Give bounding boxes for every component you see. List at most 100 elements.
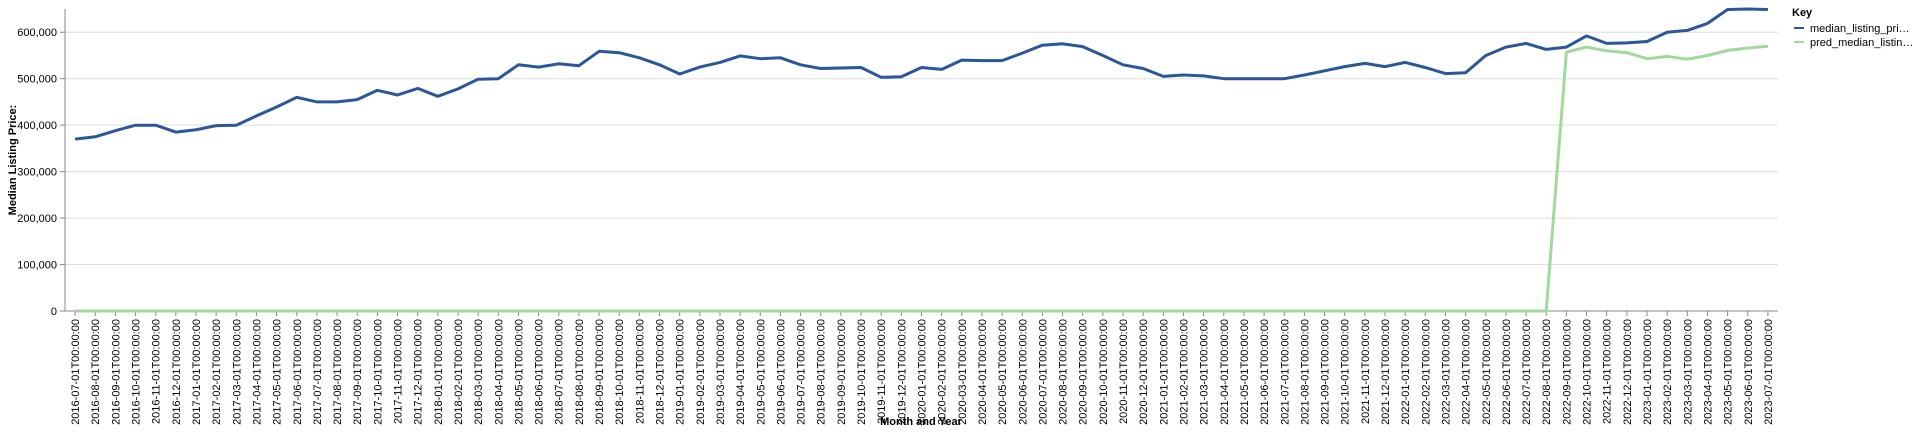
- x-tick-label: 2021-04-01T00:00:00: [1219, 319, 1231, 425]
- x-tick-label: 2019-10-01T00:00:00: [856, 319, 868, 425]
- x-tick-label: 2019-11-01T00:00:00: [876, 319, 888, 424]
- x-tick-label: 2020-07-01T00:00:00: [1037, 319, 1049, 425]
- x-tick-label: 2017-09-01T00:00:00: [352, 319, 364, 425]
- x-tick-label: 2022-06-01T00:00:00: [1501, 319, 1513, 425]
- x-tick-label: 2020-05-01T00:00:00: [997, 319, 1009, 425]
- x-tick-label: 2018-06-01T00:00:00: [534, 319, 546, 425]
- x-tick-label: 2021-12-01T00:00:00: [1380, 319, 1392, 425]
- x-tick-label: 2018-11-01T00:00:00: [634, 319, 646, 424]
- x-tick-label: 2017-10-01T00:00:00: [372, 319, 384, 425]
- x-tick-label: 2017-05-01T00:00:00: [272, 319, 284, 425]
- x-tick-label: 2021-03-01T00:00:00: [1199, 319, 1211, 425]
- x-tick-label: 2018-05-01T00:00:00: [513, 319, 525, 425]
- x-tick-label: 2023-04-01T00:00:00: [1702, 319, 1714, 425]
- x-axis-title: Month and Year: [880, 416, 962, 428]
- x-tick-label: 2020-09-01T00:00:00: [1078, 319, 1090, 425]
- series-line: [75, 44, 1769, 313]
- x-tick-label: 2017-12-01T00:00:00: [413, 319, 425, 425]
- x-tick-label: 2020-10-01T00:00:00: [1098, 319, 1110, 425]
- x-tick-label: 2017-08-01T00:00:00: [332, 319, 344, 425]
- y-tick-label: 200,000: [17, 213, 57, 225]
- x-tick-label: 2022-09-01T00:00:00: [1561, 319, 1573, 425]
- x-tick-label: 2023-01-01T00:00:00: [1642, 319, 1654, 425]
- x-tick-label: 2019-12-01T00:00:00: [896, 319, 908, 425]
- x-tick-label: 2020-06-01T00:00:00: [1017, 319, 1029, 425]
- x-tick-label: 2022-05-01T00:00:00: [1481, 319, 1493, 425]
- x-tick-label: 2022-12-01T00:00:00: [1622, 319, 1634, 425]
- x-tick-label: 2022-04-01T00:00:00: [1461, 319, 1473, 425]
- x-tick-label: 2021-02-01T00:00:00: [1178, 319, 1190, 425]
- x-tick-label: 2020-01-01T00:00:00: [917, 319, 929, 425]
- x-tick-label: 2022-01-01T00:00:00: [1400, 319, 1412, 425]
- legend-title: Key: [1792, 7, 1813, 19]
- x-tick-label: 2017-07-01T00:00:00: [312, 319, 324, 425]
- x-tick-label: 2017-04-01T00:00:00: [251, 319, 263, 425]
- x-tick-label: 2019-09-01T00:00:00: [836, 319, 848, 425]
- x-tick-label: 2021-07-01T00:00:00: [1279, 319, 1291, 425]
- x-tick-label: 2017-11-01T00:00:00: [393, 319, 405, 424]
- x-tick-label: 2016-11-01T00:00:00: [151, 319, 163, 424]
- y-tick-label: 100,000: [17, 260, 57, 272]
- x-tick-label: 2016-09-01T00:00:00: [110, 319, 122, 425]
- y-tick-label: 600,000: [17, 27, 57, 39]
- x-tick-label: 2022-02-01T00:00:00: [1420, 319, 1432, 425]
- y-tick-label: 400,000: [17, 120, 57, 132]
- x-tick-label: 2022-03-01T00:00:00: [1440, 319, 1452, 425]
- x-tick-label: 2020-03-01T00:00:00: [957, 319, 969, 425]
- x-tick-label: 2021-08-01T00:00:00: [1299, 319, 1311, 425]
- x-tick-label: 2021-10-01T00:00:00: [1340, 319, 1352, 425]
- x-tick-label: 2020-08-01T00:00:00: [1058, 319, 1070, 425]
- x-tick-label: 2023-02-01T00:00:00: [1662, 319, 1674, 425]
- x-tick-label: 2016-08-01T00:00:00: [90, 319, 102, 425]
- x-tick-label: 2021-09-01T00:00:00: [1320, 319, 1332, 425]
- x-tick-label: 2019-07-01T00:00:00: [796, 319, 808, 425]
- x-tick-label: 2018-07-01T00:00:00: [554, 319, 566, 425]
- y-tick-label: 0: [51, 306, 57, 318]
- x-tick-label: 2017-03-01T00:00:00: [231, 319, 243, 425]
- x-tick-label: 2016-12-01T00:00:00: [171, 319, 183, 425]
- x-tick-label: 2017-01-01T00:00:00: [191, 319, 203, 425]
- x-tick-label: 2020-11-01T00:00:00: [1118, 319, 1130, 424]
- x-tick-label: 2020-12-01T00:00:00: [1138, 319, 1150, 425]
- x-tick-label: 2019-02-01T00:00:00: [695, 319, 707, 425]
- y-axis-title: Median Listing Price:: [7, 105, 19, 216]
- x-tick-label: 2023-07-01T00:00:00: [1763, 319, 1775, 425]
- x-tick-label: 2021-06-01T00:00:00: [1259, 319, 1271, 425]
- x-tick-label: 2021-11-01T00:00:00: [1360, 319, 1372, 424]
- x-tick-label: 2022-10-01T00:00:00: [1582, 319, 1594, 425]
- x-tick-label: 2019-08-01T00:00:00: [816, 319, 828, 425]
- legend-label: pred_median_listin…: [1810, 37, 1913, 49]
- x-tick-label: 2018-08-01T00:00:00: [574, 319, 586, 425]
- x-tick-label: 2019-01-01T00:00:00: [675, 319, 687, 425]
- x-tick-label: 2022-07-01T00:00:00: [1521, 319, 1533, 425]
- legend-label: median_listing_pri…: [1810, 23, 1910, 35]
- x-tick-label: 2018-10-01T00:00:00: [614, 319, 626, 425]
- x-tick-label: 2017-02-01T00:00:00: [211, 319, 223, 425]
- x-tick-label: 2021-01-01T00:00:00: [1158, 319, 1170, 425]
- x-tick-label: 2019-06-01T00:00:00: [775, 319, 787, 425]
- x-tick-label: 2023-05-01T00:00:00: [1723, 319, 1735, 425]
- y-tick-label: 300,000: [17, 167, 57, 179]
- x-tick-label: 2022-08-01T00:00:00: [1541, 319, 1553, 425]
- x-tick-label: 2019-04-01T00:00:00: [735, 319, 747, 425]
- x-tick-label: 2023-03-01T00:00:00: [1682, 319, 1694, 425]
- x-tick-label: 2020-04-01T00:00:00: [977, 319, 989, 425]
- x-tick-label: 2018-12-01T00:00:00: [655, 319, 667, 425]
- x-tick-label: 2017-06-01T00:00:00: [292, 319, 304, 425]
- x-tick-label: 2018-03-01T00:00:00: [473, 319, 485, 425]
- x-tick-label: 2018-09-01T00:00:00: [594, 319, 606, 425]
- x-tick-label: 2018-04-01T00:00:00: [493, 319, 505, 425]
- y-tick-label: 500,000: [17, 74, 57, 86]
- series-line: [74, 7, 1768, 141]
- x-tick-label: 2018-02-01T00:00:00: [453, 319, 465, 425]
- x-tick-label: 2018-01-01T00:00:00: [433, 319, 445, 425]
- x-tick-label: 2019-05-01T00:00:00: [755, 319, 767, 425]
- x-tick-label: 2022-11-01T00:00:00: [1602, 319, 1614, 424]
- x-tick-label: 2016-10-01T00:00:00: [131, 319, 143, 425]
- x-tick-label: 2019-03-01T00:00:00: [715, 319, 727, 425]
- x-tick-label: 2020-02-01T00:00:00: [937, 319, 949, 425]
- x-tick-label: 2023-06-01T00:00:00: [1743, 319, 1755, 425]
- x-tick-label: 2021-05-01T00:00:00: [1239, 319, 1251, 425]
- x-tick-label: 2016-07-01T00:00:00: [70, 319, 82, 425]
